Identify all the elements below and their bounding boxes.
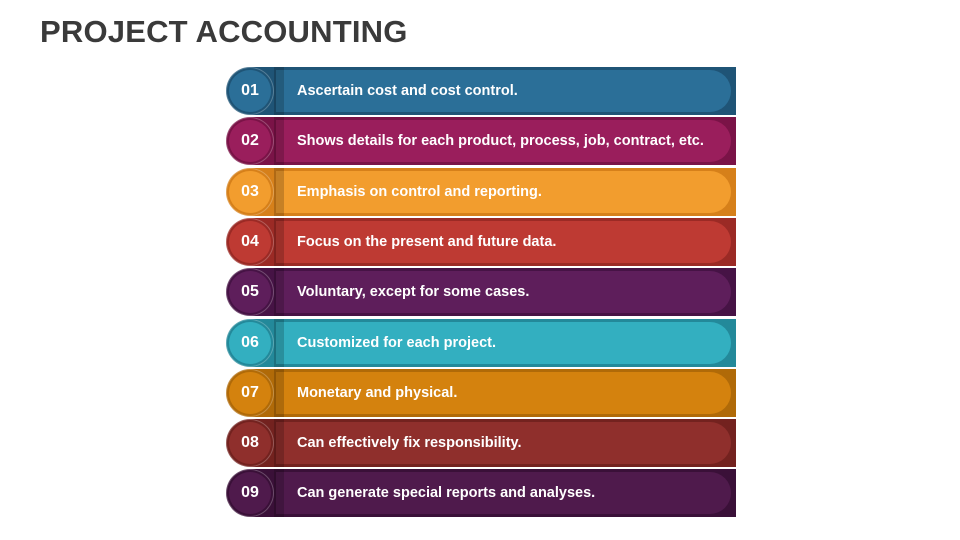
item-text: Focus on the present and future data. <box>297 234 557 250</box>
item-strip <box>276 472 731 514</box>
item-strip <box>276 221 731 263</box>
item-divider <box>274 67 284 115</box>
item-number: 07 <box>241 384 259 401</box>
item-strip <box>276 120 731 162</box>
item-number-circle: 08 <box>229 422 271 464</box>
item-number-circle: 09 <box>229 472 271 514</box>
item-number: 03 <box>241 183 259 200</box>
item-divider <box>274 369 284 417</box>
item-text: Voluntary, except for some cases. <box>297 284 530 300</box>
item-strip <box>276 322 731 364</box>
item-text: Can effectively fix responsibility. <box>297 435 522 451</box>
item-divider <box>274 268 284 316</box>
item-number: 04 <box>241 233 259 250</box>
item-text: Emphasis on control and reporting. <box>297 184 542 200</box>
list-item: 05 Voluntary, except for some cases. <box>226 268 736 316</box>
item-number-circle: 04 <box>229 221 271 263</box>
item-divider <box>274 218 284 266</box>
item-divider <box>274 168 284 216</box>
item-number-circle: 02 <box>229 120 271 162</box>
item-number: 01 <box>241 82 259 99</box>
item-text: Can generate special reports and analyse… <box>297 485 596 501</box>
item-divider <box>274 319 284 367</box>
item-divider <box>274 419 284 467</box>
list-item: 01 Ascertain cost and cost control. <box>226 67 736 115</box>
list-item: 09 Can generate special reports and anal… <box>226 469 736 517</box>
page-title: PROJECT ACCOUNTING <box>40 14 408 49</box>
item-text: Shows details for each product, process,… <box>297 133 704 149</box>
list-item: 04 Focus on the present and future data. <box>226 218 736 266</box>
list-item: 06 Customized for each project. <box>226 319 736 367</box>
item-text: Monetary and physical. <box>297 385 458 401</box>
item-strip <box>276 171 731 213</box>
list-item: 02 Shows details for each product, proce… <box>226 117 736 165</box>
item-strip <box>276 70 731 112</box>
item-number-circle: 07 <box>229 372 271 414</box>
item-number: 09 <box>241 484 259 501</box>
list-item: 08 Can effectively fix responsibility. <box>226 419 736 467</box>
item-text: Ascertain cost and cost control. <box>297 83 518 99</box>
list-item: 03 Emphasis on control and reporting. <box>226 168 736 216</box>
item-number-circle: 03 <box>229 171 271 213</box>
item-number: 05 <box>241 283 259 300</box>
item-divider <box>274 117 284 165</box>
item-number-circle: 01 <box>229 70 271 112</box>
item-number: 02 <box>241 132 259 149</box>
item-strip <box>276 372 731 414</box>
item-strip <box>276 271 731 313</box>
item-number: 06 <box>241 334 259 351</box>
list-item: 07 Monetary and physical. <box>226 369 736 417</box>
item-number-circle: 05 <box>229 271 271 313</box>
item-divider <box>274 469 284 517</box>
item-number: 08 <box>241 434 259 451</box>
item-number-circle: 06 <box>229 322 271 364</box>
item-text: Customized for each project. <box>297 335 497 351</box>
item-strip <box>276 422 731 464</box>
